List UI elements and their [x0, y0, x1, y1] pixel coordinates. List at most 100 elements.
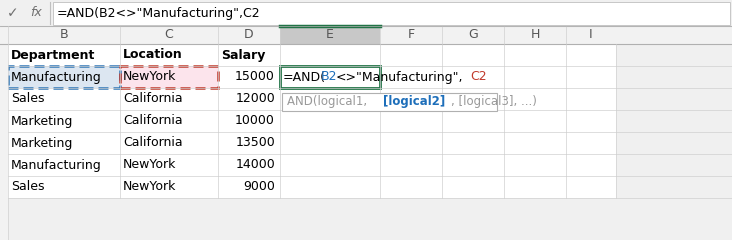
Text: NewYork: NewYork: [123, 180, 176, 193]
Bar: [282, 93, 497, 111]
Bar: [120, 110, 218, 132]
Text: California: California: [123, 137, 182, 150]
Text: NewYork: NewYork: [123, 158, 176, 172]
Text: [logical2]: [logical2]: [383, 96, 445, 108]
Bar: [53, 2, 730, 25]
Bar: [218, 176, 280, 198]
Bar: [280, 66, 380, 88]
Text: Salary: Salary: [221, 48, 266, 61]
Text: Marketing: Marketing: [11, 114, 73, 127]
Bar: [8, 88, 120, 110]
Bar: [120, 88, 218, 110]
Bar: [8, 26, 120, 44]
Bar: [218, 26, 280, 44]
Text: =AND(B2<>"Manufacturing",C2: =AND(B2<>"Manufacturing",C2: [57, 6, 261, 19]
Text: C2: C2: [471, 71, 487, 84]
Bar: [280, 26, 380, 44]
Text: =AND(: =AND(: [283, 71, 326, 84]
Bar: [504, 66, 566, 88]
Text: NewYork: NewYork: [123, 71, 176, 84]
Bar: [0, 0, 732, 26]
Bar: [8, 110, 120, 132]
Bar: [218, 154, 280, 176]
Bar: [8, 44, 120, 66]
Bar: [218, 132, 280, 154]
Text: Manufacturing: Manufacturing: [11, 158, 102, 172]
Bar: [8, 154, 120, 176]
Bar: [280, 132, 380, 154]
Bar: [442, 88, 504, 110]
Bar: [566, 26, 616, 44]
Bar: [280, 110, 380, 132]
Bar: [218, 44, 280, 66]
Text: Sales: Sales: [11, 92, 45, 106]
Text: AND(logical1,: AND(logical1,: [287, 96, 371, 108]
Bar: [504, 26, 566, 44]
Bar: [442, 66, 504, 88]
Bar: [504, 132, 566, 154]
Bar: [280, 88, 380, 110]
Text: Location: Location: [123, 48, 183, 61]
Bar: [120, 176, 218, 198]
Bar: [280, 176, 380, 198]
Bar: [218, 110, 280, 132]
Text: C: C: [165, 29, 173, 42]
Bar: [120, 66, 218, 88]
Text: California: California: [123, 114, 182, 127]
Bar: [380, 110, 442, 132]
Text: Sales: Sales: [11, 180, 45, 193]
Text: , [logical3], ...): , [logical3], ...): [452, 96, 537, 108]
Bar: [0, 26, 732, 44]
Bar: [442, 176, 504, 198]
Text: ✓: ✓: [7, 6, 19, 20]
Bar: [504, 154, 566, 176]
Bar: [380, 154, 442, 176]
Bar: [442, 44, 504, 66]
Bar: [120, 154, 218, 176]
Text: G: G: [468, 29, 478, 42]
Bar: [380, 66, 442, 88]
Text: H: H: [530, 29, 539, 42]
Bar: [120, 66, 218, 88]
Bar: [442, 26, 504, 44]
Text: D: D: [244, 29, 254, 42]
Bar: [8, 176, 120, 198]
Bar: [218, 66, 280, 88]
Text: <>"Manufacturing",: <>"Manufacturing",: [335, 71, 463, 84]
Bar: [566, 176, 616, 198]
Bar: [280, 66, 380, 88]
Bar: [504, 88, 566, 110]
Text: B2: B2: [321, 71, 337, 84]
Bar: [8, 66, 120, 88]
Bar: [504, 44, 566, 66]
Text: F: F: [408, 29, 414, 42]
Bar: [280, 154, 380, 176]
Bar: [0, 26, 8, 44]
Bar: [218, 88, 280, 110]
Text: Marketing: Marketing: [11, 137, 73, 150]
Text: B: B: [60, 29, 68, 42]
Bar: [120, 132, 218, 154]
Bar: [280, 44, 380, 66]
Bar: [566, 44, 616, 66]
Text: I: I: [589, 29, 593, 42]
Bar: [566, 88, 616, 110]
Bar: [566, 132, 616, 154]
Text: California: California: [123, 92, 182, 106]
Bar: [8, 132, 120, 154]
Text: fx: fx: [30, 6, 42, 19]
Text: Manufacturing: Manufacturing: [11, 71, 102, 84]
Bar: [380, 44, 442, 66]
Text: E: E: [326, 29, 334, 42]
Bar: [120, 44, 218, 66]
Bar: [442, 132, 504, 154]
Bar: [566, 66, 616, 88]
Bar: [566, 154, 616, 176]
Bar: [120, 26, 218, 44]
Text: 15000: 15000: [235, 71, 275, 84]
Bar: [442, 110, 504, 132]
Text: 10000: 10000: [235, 114, 275, 127]
Bar: [442, 154, 504, 176]
Text: 9000: 9000: [243, 180, 275, 193]
Text: 14000: 14000: [235, 158, 275, 172]
